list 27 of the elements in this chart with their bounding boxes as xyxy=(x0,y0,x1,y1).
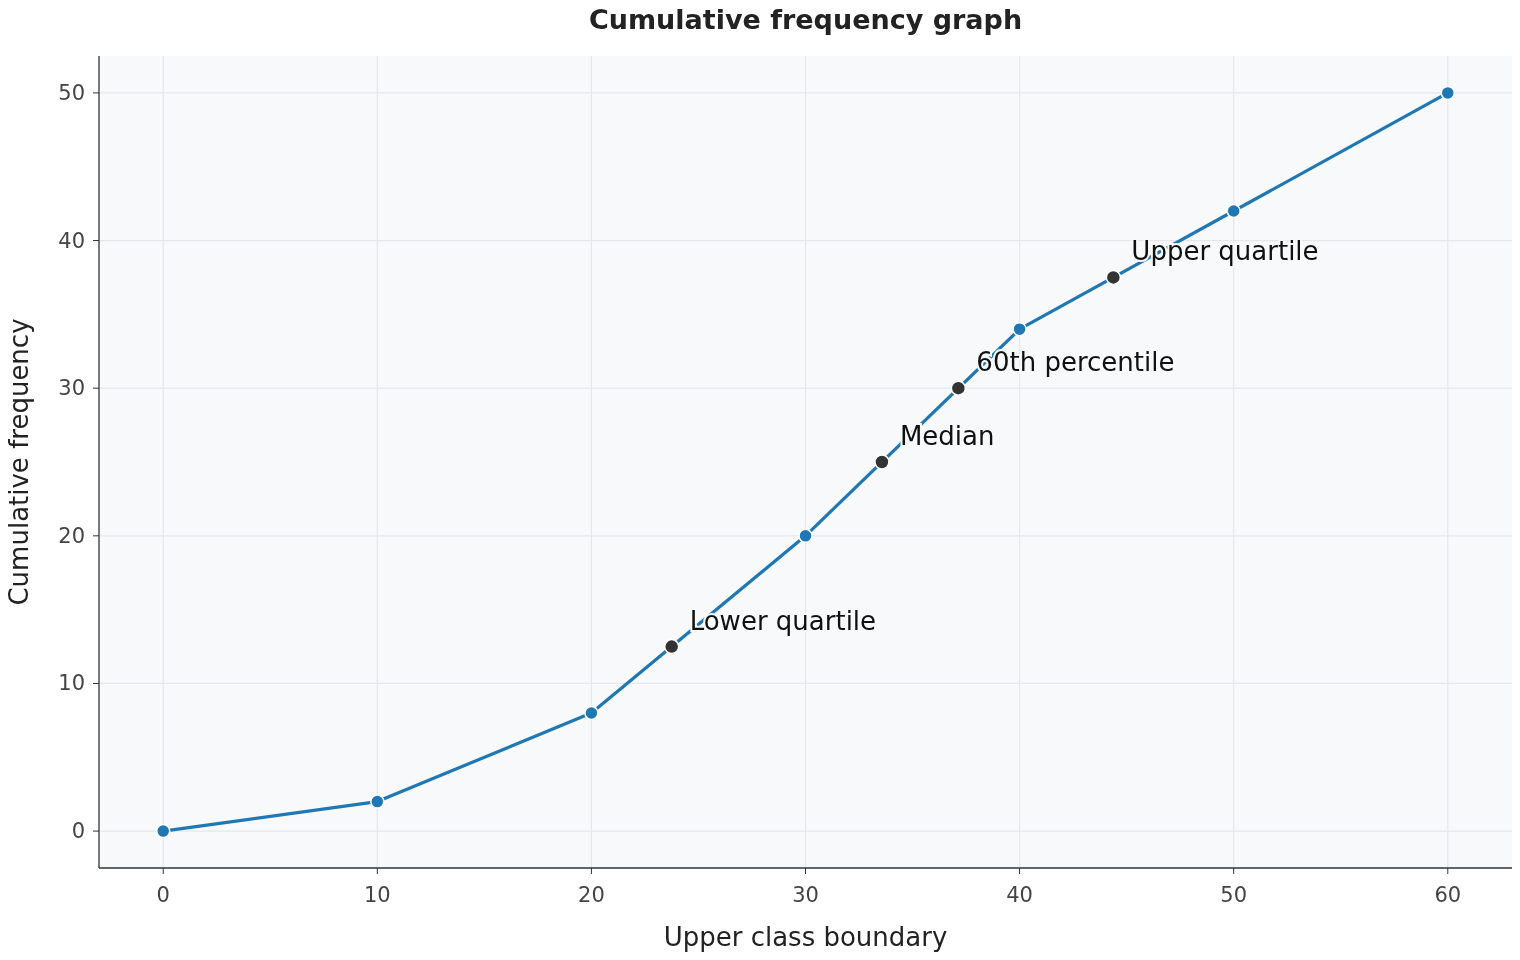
y-tick-label: 50 xyxy=(58,80,85,105)
y-tick-label: 30 xyxy=(58,376,85,401)
point xyxy=(1105,269,1122,286)
y-tick-label: 40 xyxy=(58,228,85,253)
point xyxy=(874,454,890,470)
x-tick-label: 60 xyxy=(1434,883,1462,907)
point xyxy=(1226,203,1241,219)
x-tick-label: 10 xyxy=(363,883,391,907)
x-tick-label: 40 xyxy=(1006,883,1033,907)
point xyxy=(584,705,599,721)
chart-title: Cumulative frequency graph xyxy=(588,4,1023,35)
point xyxy=(798,528,813,544)
x-tick-label: 30 xyxy=(792,883,819,907)
x-tick-label: 0 xyxy=(156,883,170,907)
point xyxy=(370,794,385,809)
x-tick-label: 20 xyxy=(578,883,605,907)
point xyxy=(663,638,680,655)
point xyxy=(1440,85,1456,101)
point xyxy=(1012,321,1027,337)
y-tick-label: 0 xyxy=(71,819,85,844)
y-axis-title: Cumulative frequency xyxy=(4,318,34,606)
x-tick-label: 50 xyxy=(1220,883,1248,907)
point xyxy=(155,823,171,839)
y-tick-label: 10 xyxy=(58,671,85,696)
y-tick-label: 20 xyxy=(58,523,85,548)
x-axis-title: Upper class boundary xyxy=(663,922,948,952)
point xyxy=(950,380,967,396)
